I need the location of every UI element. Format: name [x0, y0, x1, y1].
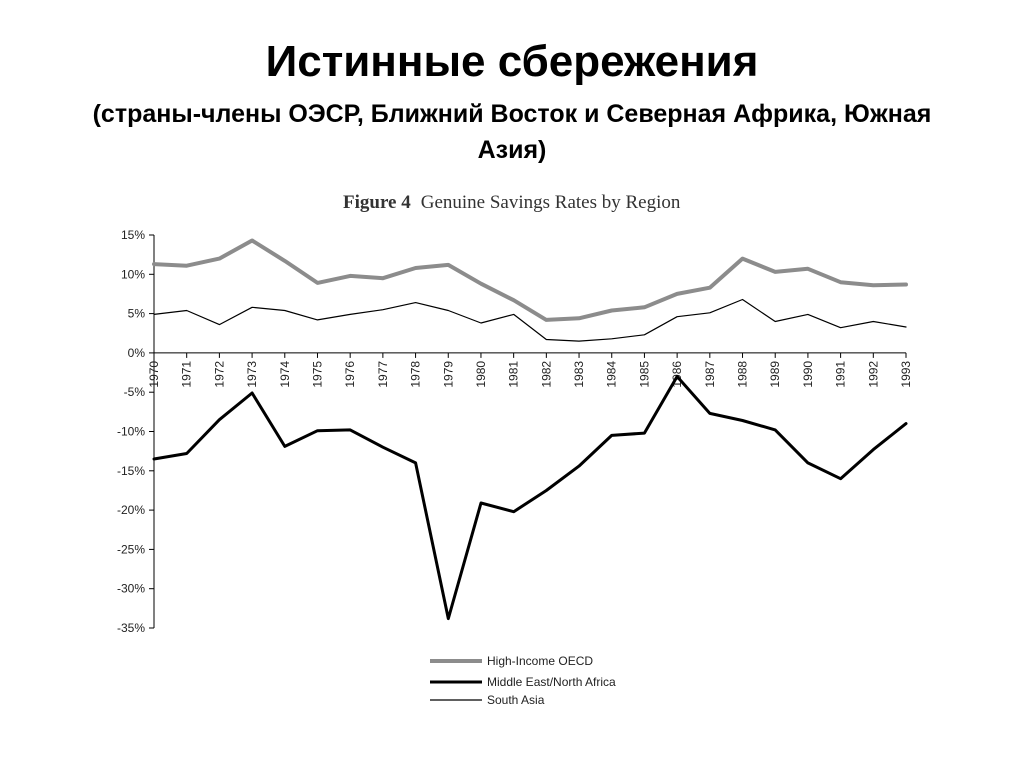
x-tick-label: 1988 — [736, 361, 750, 388]
y-tick-label: 0% — [128, 346, 146, 360]
y-tick-label: -25% — [117, 542, 145, 556]
x-tick-label: 1978 — [409, 361, 423, 388]
legend-label-high-income-oecd: High-Income OECD — [487, 654, 593, 668]
series-line-south-asia — [153, 298, 907, 342]
slide-subtitle: (страны-члены ОЭСР, Ближний Восток и Сев… — [92, 100, 932, 164]
series-line-high-income-oecd — [152, 238, 908, 322]
y-tick-label: -20% — [117, 503, 145, 517]
y-tick-label: -35% — [117, 621, 145, 635]
x-tick-label: 1984 — [605, 361, 619, 388]
y-tick-label: 10% — [121, 267, 145, 281]
x-tick-label: 1981 — [507, 361, 521, 388]
x-tick-label: 1976 — [343, 361, 357, 388]
x-tick-label: 1991 — [834, 361, 848, 388]
y-tick-label: 15% — [121, 228, 145, 242]
x-tick-label: 1985 — [637, 361, 651, 388]
x-tick-label: 1979 — [441, 361, 455, 388]
x-tick-label: 1971 — [180, 361, 194, 388]
chart-series-layer — [152, 238, 908, 621]
series-line-middle-east-north-africa — [152, 375, 908, 621]
x-tick-label: 1990 — [801, 361, 815, 388]
chart-legend: High-Income OECD Middle East/North Africa… — [430, 654, 616, 707]
chart-title: Genuine Savings Rates by Region — [421, 192, 681, 213]
x-tick-label: 1972 — [212, 361, 226, 388]
x-tick-label: 1973 — [245, 361, 259, 388]
y-tick-label: -30% — [117, 582, 145, 596]
x-tick-label: 1983 — [572, 361, 586, 388]
y-tick-label: -15% — [117, 464, 145, 478]
x-tick-label: 1993 — [899, 361, 913, 388]
x-tick-label: 1980 — [474, 361, 488, 388]
x-tick-label: 1992 — [866, 361, 880, 388]
legend-label-middle-east-north-africa: Middle East/North Africa — [487, 675, 616, 689]
y-tick-label: -10% — [117, 425, 145, 439]
x-tick-label: 1982 — [539, 361, 553, 388]
x-tick-label: 1989 — [768, 361, 782, 388]
figure-label: Figure 4 — [343, 192, 411, 213]
y-tick-label: 5% — [128, 307, 146, 321]
slide-title: Истинные сбережения — [265, 37, 759, 86]
x-tick-label: 1975 — [310, 361, 324, 388]
y-tick-label: -5% — [124, 385, 146, 399]
x-tick-label: 1974 — [278, 361, 292, 388]
figure-title: Figure 4 Genuine Savings Rates by Region — [343, 192, 681, 213]
legend-label-south-asia: South Asia — [487, 693, 545, 707]
x-tick-label: 1977 — [376, 361, 390, 388]
x-tick-label: 1987 — [703, 361, 717, 388]
x-tick-label: 1970 — [147, 361, 161, 388]
chart-axes: 15% 10% 5% 0% -5% -10% -15% -20% -25% -30% -35% 197… — [117, 228, 913, 635]
